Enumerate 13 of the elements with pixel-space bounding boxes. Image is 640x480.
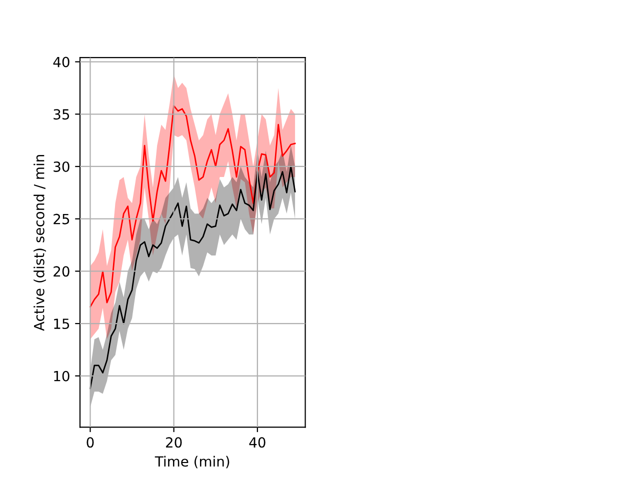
y-tick-label: 35: [54, 109, 70, 120]
y-tick-label: 20: [54, 266, 70, 277]
y-tick-label: 25: [54, 214, 70, 224]
y-tick-label: 10: [54, 370, 70, 382]
x-axis-title: Time (min): [154, 456, 230, 468]
x-tick-label: 0: [86, 437, 94, 448]
x-tick-label: 40: [249, 437, 266, 448]
x-tick-label: 20: [166, 437, 182, 448]
line-series: [90, 105, 296, 308]
y-axis-title: Active (dist) second / min: [34, 154, 46, 331]
y-tick-label: 30: [54, 161, 70, 172]
y-tick-label: 40: [53, 56, 70, 68]
y-tick-label: 15: [54, 318, 70, 330]
